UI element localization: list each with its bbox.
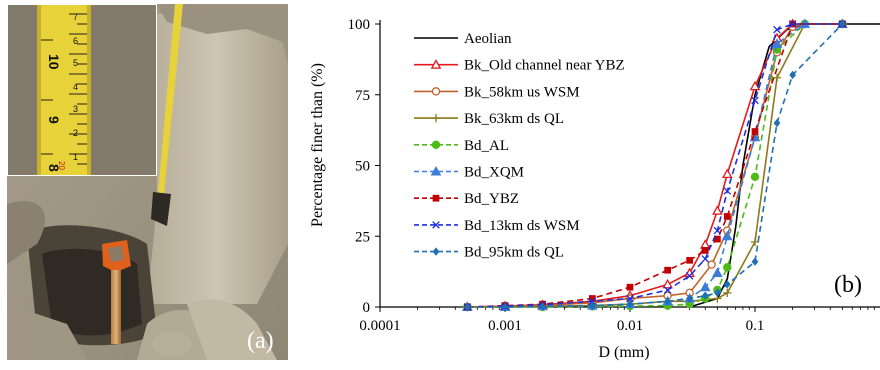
data-point xyxy=(686,257,693,264)
legend-label: Bk_58km us WSM xyxy=(464,84,580,100)
legend-label: Bd_XQM xyxy=(464,165,524,181)
soil-pit-photo: 7 6 5 4 3 2 1 10 9 8 20 (a) xyxy=(7,4,288,360)
ruler-number: 1 xyxy=(73,152,78,162)
y-tick-label: 100 xyxy=(348,17,371,33)
data-point xyxy=(713,207,721,215)
data-point xyxy=(773,74,781,82)
ruler-number: 4 xyxy=(73,82,78,92)
data-point xyxy=(432,114,440,122)
legend-item: Bk_58km us WSM xyxy=(414,84,580,100)
legend-item: Bk_63km ds QL xyxy=(414,111,564,127)
legend: Aeolian Bk_Old channel near YBZ Bk_58km us… xyxy=(414,31,625,261)
data-point xyxy=(433,247,440,255)
ruler-number-red: 20 xyxy=(57,161,66,170)
series-line xyxy=(690,24,880,307)
legend-label: Bk_63km ds QL xyxy=(464,111,564,127)
ruler-number: 7 xyxy=(73,12,78,22)
legend-item: Bd_95km ds QL xyxy=(414,245,564,261)
data-point xyxy=(708,261,715,268)
legend-label: Bk_Old channel near YBZ xyxy=(464,58,625,74)
data-point xyxy=(701,283,709,291)
chart-panel-label: (b) xyxy=(834,272,862,298)
x-tick-label: 0.001 xyxy=(488,318,522,334)
legend-label: Bd_13km ds WSM xyxy=(464,218,580,234)
data-point xyxy=(432,141,439,148)
data-point xyxy=(774,119,781,127)
series-aeolian xyxy=(690,24,880,307)
x-tick-label: 0.1 xyxy=(746,318,765,334)
legend-label: Bd_95km ds QL xyxy=(464,245,564,261)
data-point xyxy=(724,264,731,271)
ruler-number: 3 xyxy=(73,104,78,114)
ruler-number: 5 xyxy=(73,58,78,68)
ruler-number: 6 xyxy=(73,36,78,46)
legend-label: Aeolian xyxy=(464,31,512,47)
legend-label: Bd_AL xyxy=(464,138,509,154)
legend-label: Bd_YBZ xyxy=(464,191,519,207)
legend-item: Bk_Old channel near YBZ xyxy=(414,58,625,74)
photo-panel: 7 6 5 4 3 2 1 10 9 8 20 (a) xyxy=(7,4,288,360)
photo-panel-label: (a) xyxy=(247,328,274,354)
grain-size-chart: 0.0001 0.001 0.01 0.1 0 25 50 75 100 Aeolian Bk_O… xyxy=(296,0,880,365)
legend-item: Bd_AL xyxy=(414,138,509,154)
ruler-number: 9 xyxy=(46,116,62,124)
data-point xyxy=(752,258,759,266)
x-tick-label: 0.0001 xyxy=(359,318,400,334)
y-tick-label: 0 xyxy=(363,300,371,316)
y-axis-label: Percentage finer than (%) xyxy=(309,63,326,227)
y-tick-label: 50 xyxy=(355,159,370,175)
legend-item: Bd_XQM xyxy=(414,165,524,181)
legend-item: Bd_YBZ xyxy=(414,191,519,207)
y-tick-label: 75 xyxy=(355,88,370,104)
data-point xyxy=(751,173,758,180)
y-tick-label: 25 xyxy=(355,229,370,245)
ruler-number: 2 xyxy=(73,128,78,138)
data-point xyxy=(433,195,440,202)
data-point xyxy=(702,256,709,263)
data-point xyxy=(723,170,731,178)
x-tick-label: 0.01 xyxy=(617,318,643,334)
legend-item: Aeolian xyxy=(414,31,512,47)
data-point xyxy=(724,213,731,220)
ruler-number: 10 xyxy=(46,54,62,70)
data-point xyxy=(702,247,709,254)
x-axis-label: D (mm) xyxy=(598,344,649,361)
data-point xyxy=(752,128,759,135)
legend-item: Bd_13km ds WSM xyxy=(414,218,580,234)
data-point xyxy=(723,289,731,297)
data-point xyxy=(664,267,671,274)
data-point xyxy=(627,284,634,291)
data-point xyxy=(432,88,439,95)
chart-panel: 0.0001 0.001 0.01 0.1 0 25 50 75 100 Aeolian Bk_O… xyxy=(296,0,880,365)
data-point xyxy=(713,269,721,277)
